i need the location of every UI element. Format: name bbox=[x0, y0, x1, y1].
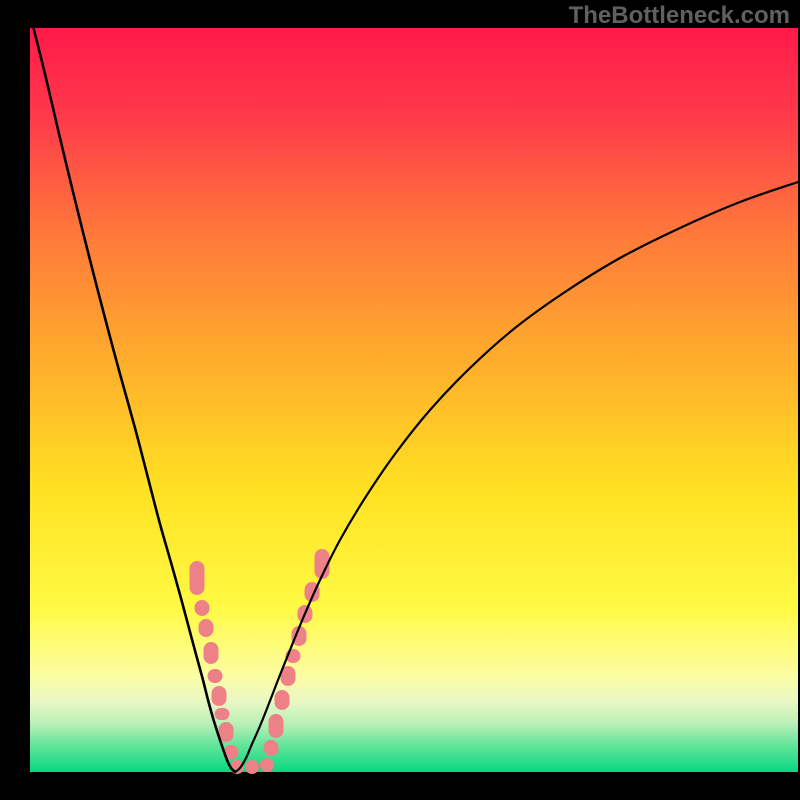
marker-bead bbox=[260, 758, 274, 772]
marker-bead bbox=[264, 740, 279, 756]
marker-bead bbox=[208, 669, 223, 683]
marker-group bbox=[190, 549, 330, 774]
marker-bead bbox=[275, 690, 290, 710]
marker-bead bbox=[199, 619, 214, 637]
marker-bead bbox=[204, 642, 219, 664]
marker-bead bbox=[190, 561, 205, 595]
marker-bead bbox=[195, 600, 210, 616]
marker-bead bbox=[269, 714, 284, 738]
plot-area bbox=[30, 28, 798, 772]
curve-layer bbox=[30, 28, 798, 772]
marker-bead bbox=[212, 686, 227, 706]
watermark-text: TheBottleneck.com bbox=[569, 2, 790, 30]
marker-bead bbox=[215, 708, 230, 720]
curve-right bbox=[235, 182, 798, 772]
chart-root: TheBottleneck.com bbox=[0, 0, 800, 800]
marker-bead bbox=[245, 760, 259, 774]
